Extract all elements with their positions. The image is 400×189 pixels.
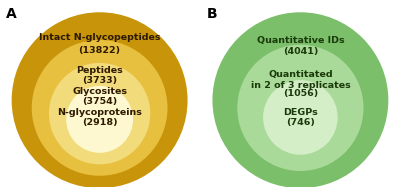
Text: Quantitative IDs: Quantitative IDs [256,36,344,46]
Text: (13822): (13822) [78,46,121,55]
Text: B: B [207,7,217,21]
Text: N-glycoproteins: N-glycoproteins [57,108,142,117]
Circle shape [263,80,338,155]
Text: Intact N-glycopeptides: Intact N-glycopeptides [39,33,160,42]
Text: Quantitated
in 2 of 3 replicates: Quantitated in 2 of 3 replicates [250,70,350,90]
Circle shape [32,40,168,176]
Text: (2918): (2918) [82,118,118,127]
Circle shape [237,45,364,171]
Text: (1056): (1056) [283,89,318,98]
Text: (3754): (3754) [82,97,117,106]
Text: A: A [6,7,17,21]
Circle shape [49,63,150,164]
Circle shape [12,12,188,188]
Text: Glycosites: Glycosites [72,87,127,96]
Text: Peptides: Peptides [76,66,123,75]
Circle shape [66,86,133,153]
Text: (3733): (3733) [82,76,117,85]
Circle shape [212,12,388,188]
Text: (4041): (4041) [283,47,318,56]
Text: (746): (746) [286,118,315,127]
Text: DEGPs: DEGPs [283,108,318,117]
